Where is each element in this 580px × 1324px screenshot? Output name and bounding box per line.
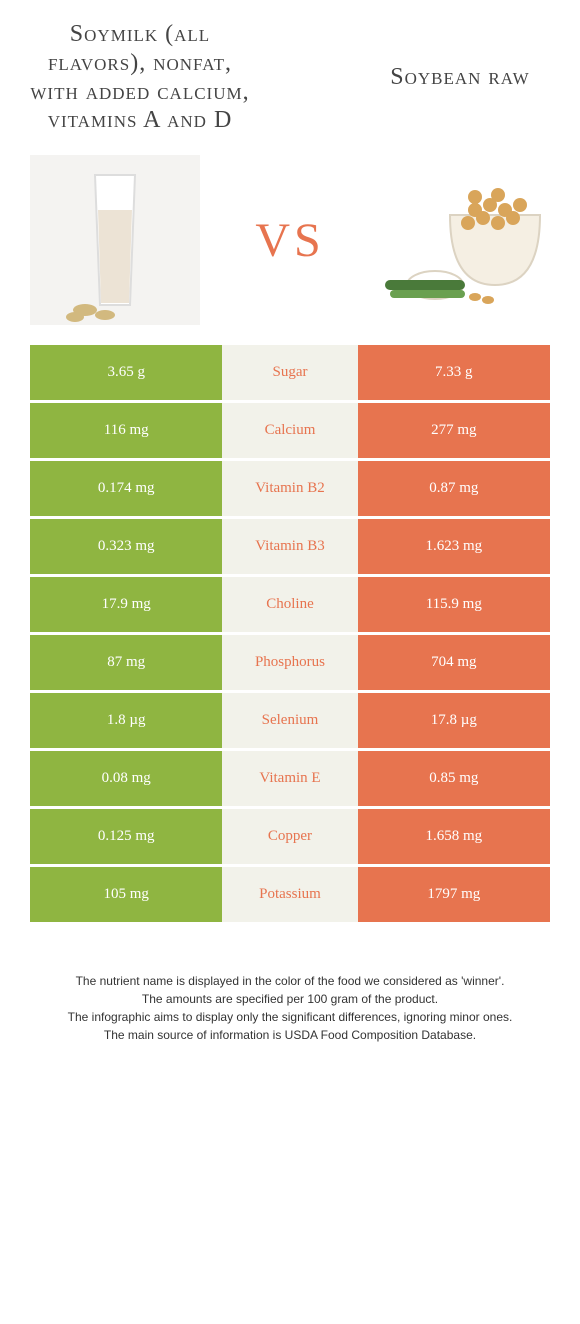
nutrient-name: Vitamin B2 bbox=[222, 461, 357, 516]
nutrient-name: Copper bbox=[222, 809, 357, 864]
footer-notes: The nutrient name is displayed in the co… bbox=[30, 972, 550, 1044]
value-left: 0.174 mg bbox=[30, 461, 222, 516]
value-left: 17.9 mg bbox=[30, 577, 222, 632]
nutrient-row: 87 mgPhosphorus704 mg bbox=[30, 635, 550, 690]
nutrient-name: Vitamin E bbox=[222, 751, 357, 806]
value-right: 1.623 mg bbox=[358, 519, 550, 574]
value-left: 0.125 mg bbox=[30, 809, 222, 864]
nutrient-row: 0.174 mgVitamin B20.87 mg bbox=[30, 461, 550, 516]
nutrient-row: 116 mgCalcium277 mg bbox=[30, 403, 550, 458]
nutrient-name: Vitamin B3 bbox=[222, 519, 357, 574]
value-left: 3.65 g bbox=[30, 345, 222, 400]
nutrient-name: Calcium bbox=[222, 403, 357, 458]
value-right: 0.85 mg bbox=[358, 751, 550, 806]
image-right bbox=[380, 155, 550, 325]
value-left: 1.8 µg bbox=[30, 693, 222, 748]
nutrient-name: Sugar bbox=[222, 345, 357, 400]
footer-line: The amounts are specified per 100 gram o… bbox=[30, 990, 550, 1008]
value-right: 704 mg bbox=[358, 635, 550, 690]
titles-row: Soymilk (all flavors), nonfat, with adde… bbox=[30, 20, 550, 135]
infographic: Soymilk (all flavors), nonfat, with adde… bbox=[0, 0, 580, 1064]
nutrient-row: 105 mgPotassium1797 mg bbox=[30, 867, 550, 922]
nutrient-table: 3.65 gSugar7.33 g116 mgCalcium277 mg0.17… bbox=[30, 345, 550, 922]
nutrient-row: 3.65 gSugar7.33 g bbox=[30, 345, 550, 400]
nutrient-name: Selenium bbox=[222, 693, 357, 748]
value-right: 1797 mg bbox=[358, 867, 550, 922]
value-right: 277 mg bbox=[358, 403, 550, 458]
footer-line: The infographic aims to display only the… bbox=[30, 1008, 550, 1026]
image-left bbox=[30, 155, 200, 325]
vs-label: VS bbox=[255, 213, 324, 268]
value-left: 87 mg bbox=[30, 635, 222, 690]
nutrient-row: 0.125 mgCopper1.658 mg bbox=[30, 809, 550, 864]
nutrient-row: 0.323 mgVitamin B31.623 mg bbox=[30, 519, 550, 574]
value-left: 105 mg bbox=[30, 867, 222, 922]
title-left: Soymilk (all flavors), nonfat, with adde… bbox=[30, 20, 250, 135]
value-right: 7.33 g bbox=[358, 345, 550, 400]
footer-line: The nutrient name is displayed in the co… bbox=[30, 972, 550, 990]
nutrient-name: Phosphorus bbox=[222, 635, 357, 690]
value-right: 115.9 mg bbox=[358, 577, 550, 632]
value-left: 116 mg bbox=[30, 403, 222, 458]
value-right: 1.658 mg bbox=[358, 809, 550, 864]
nutrient-row: 0.08 mgVitamin E0.85 mg bbox=[30, 751, 550, 806]
value-right: 0.87 mg bbox=[358, 461, 550, 516]
nutrient-row: 1.8 µgSelenium17.8 µg bbox=[30, 693, 550, 748]
title-right: Soybean raw bbox=[370, 63, 550, 92]
vs-row: VS bbox=[30, 155, 550, 325]
nutrient-name: Choline bbox=[222, 577, 357, 632]
value-left: 0.08 mg bbox=[30, 751, 222, 806]
nutrient-row: 17.9 mgCholine115.9 mg bbox=[30, 577, 550, 632]
value-right: 17.8 µg bbox=[358, 693, 550, 748]
value-left: 0.323 mg bbox=[30, 519, 222, 574]
footer-line: The main source of information is USDA F… bbox=[30, 1026, 550, 1044]
nutrient-name: Potassium bbox=[222, 867, 357, 922]
